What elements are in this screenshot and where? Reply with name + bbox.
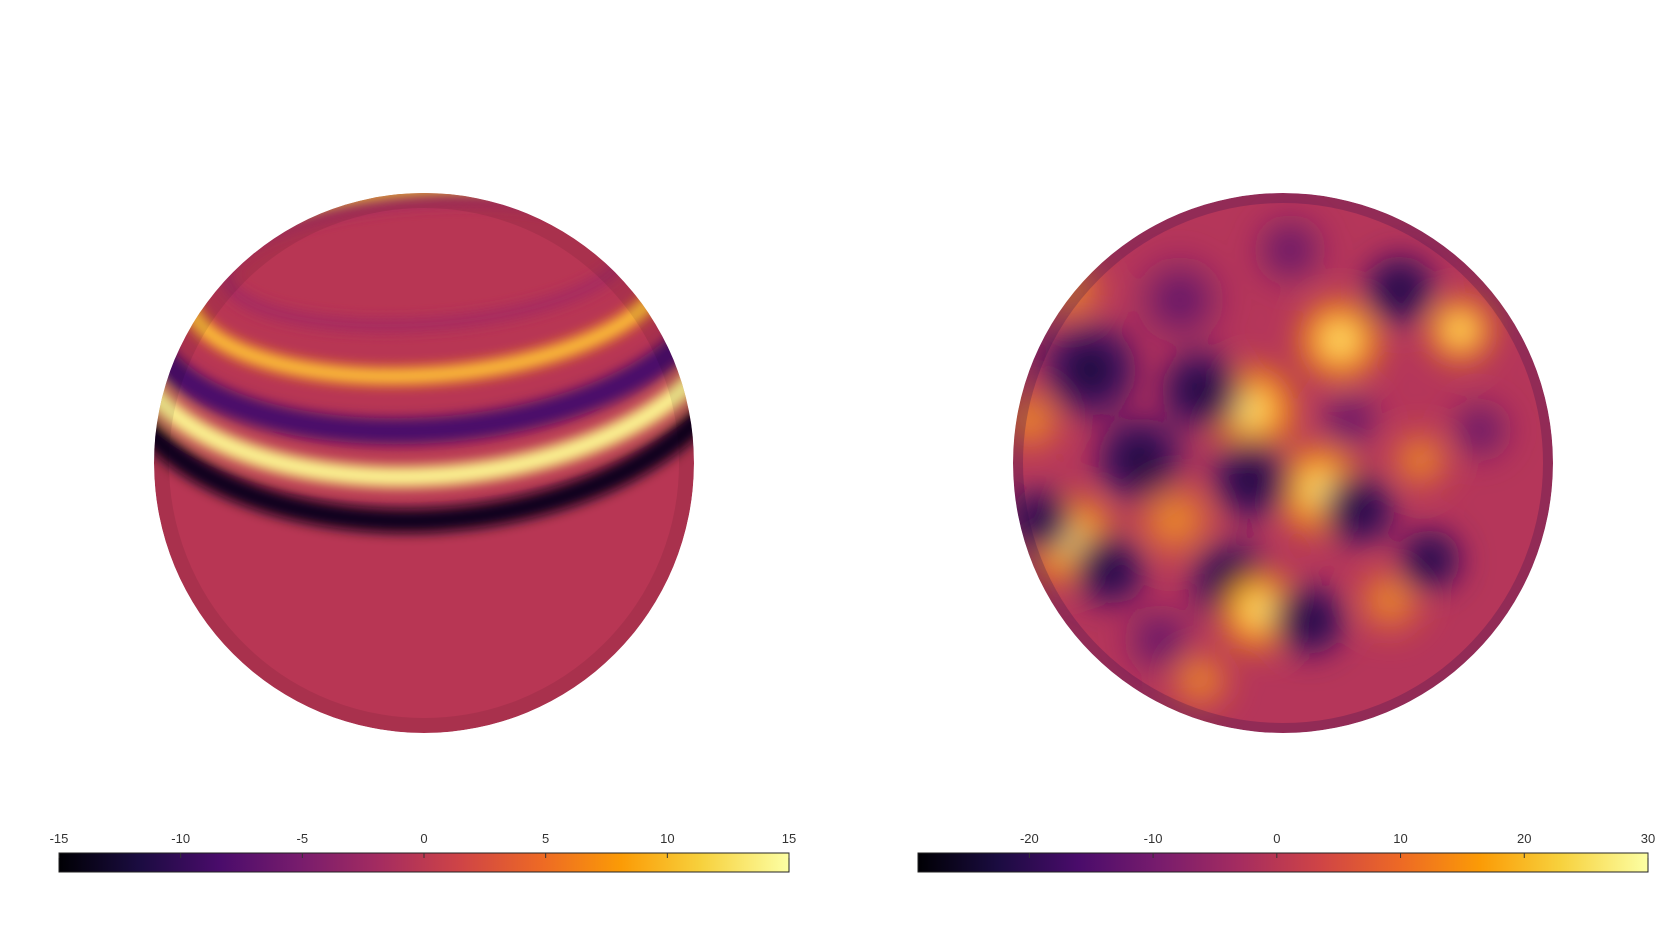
tick-label: 30	[1641, 831, 1655, 846]
colorbars: -15 -10 -5 0 5 10 15 -20 -10 0 10 20 30	[50, 831, 1655, 873]
tick-label: -5	[297, 831, 309, 846]
colorbar	[917, 852, 1649, 873]
tick-label: 10	[1393, 831, 1407, 846]
tick-label: 10	[660, 831, 674, 846]
globe-left	[154, 193, 694, 733]
tick-label: -20	[1020, 831, 1039, 846]
tick-label: -10	[1144, 831, 1163, 846]
tick-label: 20	[1517, 831, 1531, 846]
tick-label: 5	[542, 831, 549, 846]
globe-right	[1013, 193, 1553, 733]
tick-label: 0	[1273, 831, 1280, 846]
tick-label: 15	[782, 831, 796, 846]
tick-label: 0	[420, 831, 427, 846]
tick-label: -15	[50, 831, 69, 846]
tick-label: -10	[171, 831, 190, 846]
